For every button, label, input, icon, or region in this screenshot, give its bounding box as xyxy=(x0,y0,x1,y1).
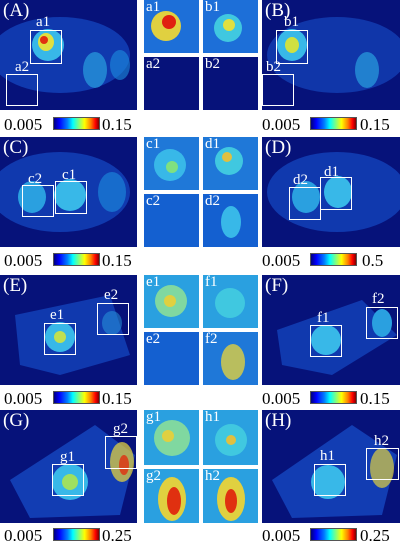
tile-c2: c2 xyxy=(144,194,199,247)
tile-c1: c1 xyxy=(144,137,199,190)
panel-b-image: (B) b1 b2 xyxy=(262,0,400,110)
colorbar-a xyxy=(53,117,100,130)
tile-g2: g2 xyxy=(144,469,199,523)
panel-f-image: (F) f1 f2 xyxy=(262,275,400,385)
tile-f2: f2 xyxy=(203,332,258,385)
panel-c-box2 xyxy=(22,185,54,217)
panel-a-box2 xyxy=(6,74,38,106)
panel-f-box2 xyxy=(366,307,398,339)
tile-e2: e2 xyxy=(144,332,199,385)
panel-a-box2-label: a2 xyxy=(15,59,30,75)
colorbar-b xyxy=(310,117,357,130)
panel-c-image: (C) c1 c2 xyxy=(0,137,137,247)
colorbar-g xyxy=(53,528,100,541)
panel-b-label: (B) xyxy=(265,0,291,21)
panel-d-box1 xyxy=(320,177,352,210)
panel-a-box1 xyxy=(30,30,62,64)
tile-h1: h1 xyxy=(203,410,258,465)
tile-d1: d1 xyxy=(203,137,258,190)
panel-a-texture xyxy=(0,17,130,93)
colorbar-e xyxy=(53,391,100,404)
tile-h2: h2 xyxy=(203,469,258,523)
panel-g-box2 xyxy=(105,436,137,469)
colorbar-c xyxy=(53,253,100,266)
tile-f1: f1 xyxy=(203,275,258,328)
panel-e-box1 xyxy=(44,323,76,355)
panel-h-box2 xyxy=(366,448,399,480)
panel-a-box1-label: a1 xyxy=(36,14,51,30)
panel-f-box1 xyxy=(310,325,342,357)
panel-g-image: (G) g1 g2 xyxy=(0,410,137,523)
colorbar-d xyxy=(310,253,357,266)
colorbar-f xyxy=(310,391,357,404)
tile-a2: a2 xyxy=(144,57,199,110)
panel-a-label: (A) xyxy=(3,0,30,21)
panel-b-box2 xyxy=(262,74,294,106)
tile-a1: a1 xyxy=(144,0,199,53)
tile-d2: d2 xyxy=(203,194,258,247)
panel-c-box1 xyxy=(55,181,87,214)
panel-e-image: (E) e1 e2 xyxy=(0,275,137,385)
panel-h-box1 xyxy=(314,464,346,496)
tile-e1: e1 xyxy=(144,275,199,328)
tile-g1: g1 xyxy=(144,410,199,465)
colorbar-h xyxy=(310,528,357,541)
panel-b-box1 xyxy=(276,30,308,64)
panel-g-box1 xyxy=(52,464,84,496)
panel-d-image: (D) d1 d2 xyxy=(262,137,400,247)
panel-e-box2 xyxy=(97,303,129,335)
panel-h-image: (H) h1 h2 xyxy=(262,410,400,523)
tile-b2: b2 xyxy=(203,57,258,110)
panel-d-box2 xyxy=(289,187,321,220)
panel-a-image: (A) a1 a2 xyxy=(0,0,137,110)
tile-b1: b1 xyxy=(203,0,258,53)
